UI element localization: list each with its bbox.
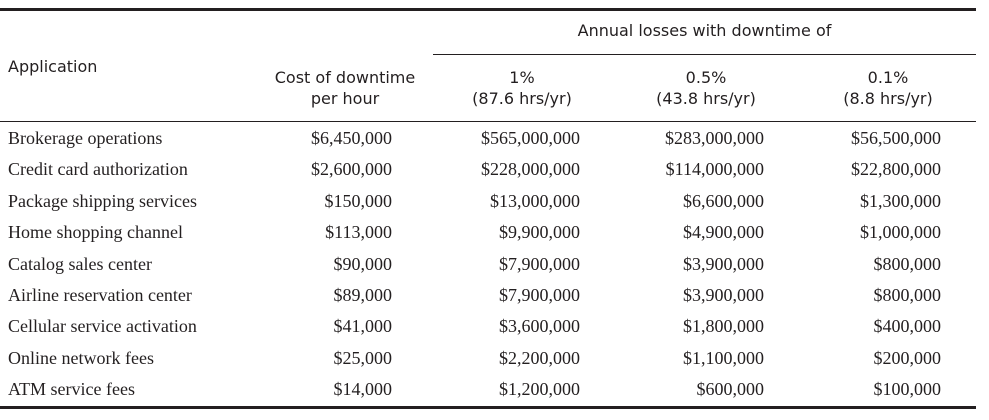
cost-per-hour-cell: $41,000 bbox=[333, 316, 393, 337]
loss-05pct-cell: $114,000,000 bbox=[665, 159, 764, 180]
table-row: Catalog sales center $90,000 $7,900,000 … bbox=[0, 248, 976, 279]
application-cell: ATM service fees bbox=[8, 379, 135, 400]
cost-per-hour-column-header: Cost of downtime per hour bbox=[262, 67, 428, 109]
application-cell: Credit card authorization bbox=[8, 159, 188, 180]
downtime-01pct-hours: (8.8 hrs/yr) bbox=[843, 89, 933, 108]
loss-01pct-cell: $400,000 bbox=[873, 316, 942, 337]
loss-05pct-cell: $4,900,000 bbox=[683, 222, 764, 243]
downtime-05pct-hours: (43.8 hrs/yr) bbox=[656, 89, 756, 108]
cost-header-line2: per hour bbox=[310, 89, 380, 108]
downtime-05pct-percent: 0.5% bbox=[685, 68, 727, 87]
application-cell: Online network fees bbox=[8, 347, 154, 368]
header-bottom-rule bbox=[0, 121, 976, 122]
cost-per-hour-cell: $89,000 bbox=[333, 284, 393, 305]
table-row: Online network fees $25,000 $2,200,000 $… bbox=[0, 342, 976, 373]
application-column-header: Application bbox=[8, 57, 98, 76]
downtime-1pct-percent: 1% bbox=[509, 68, 535, 87]
loss-1pct-cell: $7,900,000 bbox=[499, 253, 580, 274]
table-row: Package shipping services $150,000 $13,0… bbox=[0, 185, 976, 216]
cost-per-hour-cell: $2,600,000 bbox=[311, 159, 392, 180]
downtime-01pct-percent: 0.1% bbox=[867, 68, 909, 87]
application-cell: Catalog sales center bbox=[8, 253, 152, 274]
table-bottom-rule bbox=[0, 406, 976, 409]
table-row: Credit card authorization $2,600,000 $22… bbox=[0, 153, 976, 184]
loss-05pct-cell: $6,600,000 bbox=[683, 190, 764, 211]
table-body: Brokerage operations $6,450,000 $565,000… bbox=[0, 122, 976, 405]
downtime-01pct-column-header: 0.1% (8.8 hrs/yr) bbox=[814, 67, 962, 109]
loss-05pct-cell: $3,900,000 bbox=[683, 284, 764, 305]
downtime-1pct-column-header: 1% (87.6 hrs/yr) bbox=[448, 67, 596, 109]
cost-per-hour-cell: $25,000 bbox=[333, 347, 393, 368]
table-row: Brokerage operations $6,450,000 $565,000… bbox=[0, 122, 976, 153]
loss-01pct-cell: $22,800,000 bbox=[851, 159, 941, 180]
loss-01pct-cell: $100,000 bbox=[873, 379, 942, 400]
loss-01pct-cell: $56,500,000 bbox=[851, 128, 941, 148]
loss-01pct-cell: $1,300,000 bbox=[860, 190, 941, 211]
loss-05pct-cell: $283,000,000 bbox=[665, 128, 764, 148]
cost-per-hour-cell: $14,000 bbox=[333, 379, 393, 400]
cost-header-line1: Cost of downtime bbox=[274, 68, 416, 87]
loss-01pct-cell: $800,000 bbox=[873, 284, 942, 305]
table-row: Home shopping channel $113,000 $9,900,00… bbox=[0, 216, 976, 247]
table-row: Cellular service activation $41,000 $3,6… bbox=[0, 310, 976, 341]
loss-1pct-cell: $3,600,000 bbox=[499, 316, 580, 337]
loss-01pct-cell: $800,000 bbox=[873, 253, 942, 274]
loss-01pct-cell: $1,000,000 bbox=[860, 222, 941, 243]
application-cell: Package shipping services bbox=[8, 190, 197, 211]
loss-1pct-cell: $13,000,000 bbox=[490, 190, 580, 211]
loss-1pct-cell: $7,900,000 bbox=[499, 284, 580, 305]
loss-05pct-cell: $600,000 bbox=[696, 379, 765, 400]
cost-per-hour-cell: $113,000 bbox=[325, 222, 392, 243]
table-top-rule bbox=[0, 8, 976, 11]
downtime-05pct-column-header: 0.5% (43.8 hrs/yr) bbox=[632, 67, 780, 109]
application-cell: Brokerage operations bbox=[8, 128, 163, 148]
loss-1pct-cell: $2,200,000 bbox=[499, 347, 580, 368]
cost-per-hour-cell: $150,000 bbox=[324, 190, 393, 211]
application-cell: Airline reservation center bbox=[8, 284, 192, 305]
loss-1pct-cell: $1,200,000 bbox=[499, 379, 580, 400]
loss-1pct-cell: $9,900,000 bbox=[499, 222, 580, 243]
loss-1pct-cell: $228,000,000 bbox=[481, 159, 580, 180]
annual-losses-group-header: Annual losses with downtime of bbox=[577, 21, 832, 40]
application-cell: Home shopping channel bbox=[8, 222, 183, 243]
loss-05pct-cell: $3,900,000 bbox=[683, 253, 764, 274]
cost-per-hour-cell: $90,000 bbox=[333, 253, 393, 274]
loss-05pct-cell: $1,800,000 bbox=[683, 316, 764, 337]
downtime-1pct-hours: (87.6 hrs/yr) bbox=[472, 89, 572, 108]
loss-01pct-cell: $200,000 bbox=[873, 347, 942, 368]
group-header-rule bbox=[433, 54, 976, 55]
loss-05pct-cell: $1,100,000 bbox=[683, 347, 764, 368]
table-row: ATM service fees $14,000 $1,200,000 $600… bbox=[0, 373, 976, 404]
loss-1pct-cell: $565,000,000 bbox=[481, 128, 580, 148]
cost-per-hour-cell: $6,450,000 bbox=[311, 128, 392, 148]
table-row: Airline reservation center $89,000 $7,90… bbox=[0, 279, 976, 310]
application-cell: Cellular service activation bbox=[8, 316, 197, 337]
